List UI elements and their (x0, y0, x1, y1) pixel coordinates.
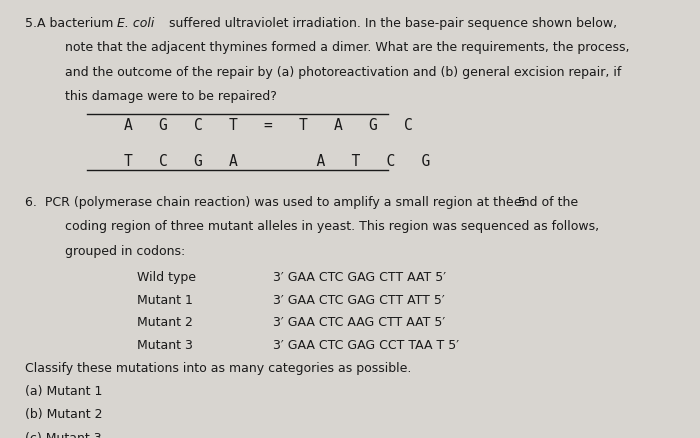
Text: 3′ GAA CTC GAG CTT AAT 5′: 3′ GAA CTC GAG CTT AAT 5′ (273, 271, 447, 283)
Text: ′ end of the: ′ end of the (507, 195, 578, 208)
Text: 5.A bacterium: 5.A bacterium (25, 17, 117, 30)
Text: (c) Mutant 3: (c) Mutant 3 (25, 431, 101, 438)
Text: 3′ GAA CTC GAG CCT TAA T 5′: 3′ GAA CTC GAG CCT TAA T 5′ (273, 338, 459, 351)
Text: A   G   C   T   =   T   A   G   C: A G C T = T A G C (124, 117, 413, 132)
Text: E. coli: E. coli (117, 17, 154, 30)
Text: Mutant 3: Mutant 3 (136, 338, 192, 351)
Text: and the outcome of the repair by (a) photoreactivation and (b) general excision : and the outcome of the repair by (a) pho… (65, 66, 622, 79)
Text: 3′ GAA CTC GAG CTT ATT 5′: 3′ GAA CTC GAG CTT ATT 5′ (273, 293, 445, 306)
Text: 6.  PCR (polymerase chain reaction) was used to amplify a small region at the 5: 6. PCR (polymerase chain reaction) was u… (25, 195, 526, 208)
Text: this damage were to be repaired?: this damage were to be repaired? (65, 90, 277, 103)
Text: Mutant 1: Mutant 1 (136, 293, 192, 306)
Text: coding region of three mutant alleles in yeast. This region was sequenced as fol: coding region of three mutant alleles in… (65, 220, 599, 233)
Text: note that the adjacent thymines formed a dimer. What are the requirements, the p: note that the adjacent thymines formed a… (65, 41, 630, 54)
Text: 3′ GAA CTC AAG CTT AAT 5′: 3′ GAA CTC AAG CTT AAT 5′ (273, 316, 445, 328)
Text: Mutant 2: Mutant 2 (136, 316, 192, 328)
Text: (a) Mutant 1: (a) Mutant 1 (25, 384, 102, 397)
Text: Wild type: Wild type (136, 271, 195, 283)
Text: suffered ultraviolet irradiation. In the base-pair sequence shown below,: suffered ultraviolet irradiation. In the… (164, 17, 617, 30)
Text: T   C   G   A         A   T   C   G: T C G A A T C G (124, 153, 430, 168)
Text: Classify these mutations into as many categories as possible.: Classify these mutations into as many ca… (25, 361, 411, 374)
Text: grouped in codons:: grouped in codons: (65, 244, 186, 257)
Text: (b) Mutant 2: (b) Mutant 2 (25, 407, 102, 420)
